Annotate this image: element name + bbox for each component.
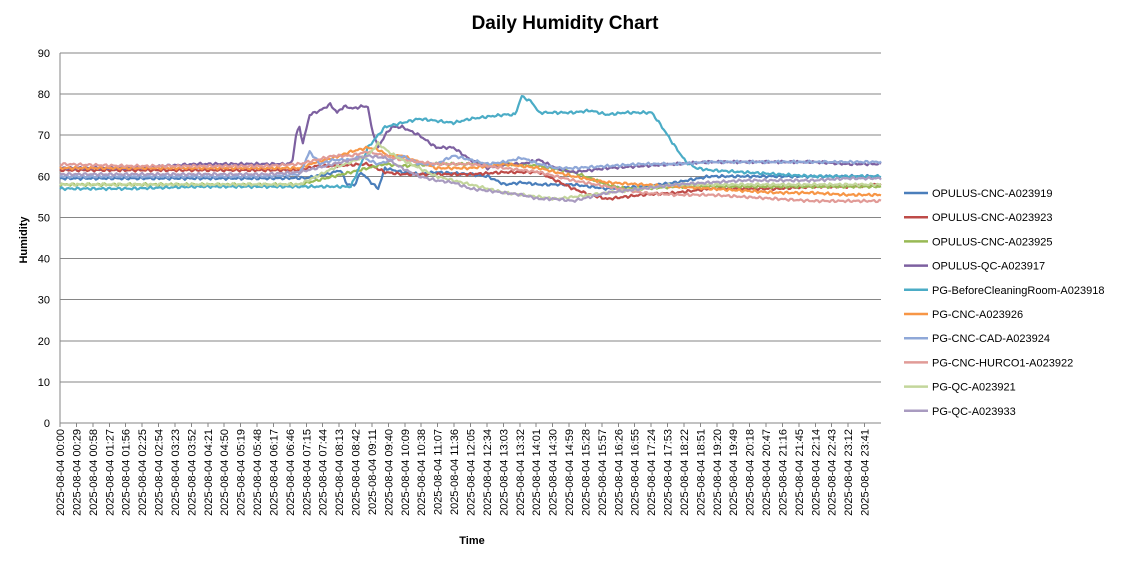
- y-tick-label: 60: [38, 171, 50, 183]
- y-tick-labels: 0 10 20 30 40 50 60 70 80 90: [38, 48, 50, 430]
- gridlines: [60, 52, 881, 424]
- y-tick-label: 50: [38, 212, 50, 224]
- x-tick-label: 2025-08-04 23:41: [860, 429, 872, 516]
- legend-entry: OPULUS-QC-A023917: [932, 261, 1045, 273]
- y-tick-label: 40: [38, 254, 50, 266]
- x-tick-label: 2025-08-04 06:17: [268, 429, 280, 516]
- x-tick-label: 2025-08-04 17:53: [663, 429, 675, 516]
- x-tick-label: 2025-08-04 04:50: [219, 429, 231, 516]
- x-tick-label: 2025-08-04 14:59: [564, 429, 576, 516]
- x-tick-label: 2025-08-04 15:28: [580, 429, 592, 516]
- y-tick-label: 70: [38, 130, 50, 142]
- x-tick-label: 2025-08-04 18:22: [679, 429, 691, 516]
- x-tick-labels: 2025-08-04 00:00 2025-08-04 00:29 2025-08-…: [55, 423, 872, 516]
- legend-entry: PG-CNC-HURCO1-A023922: [932, 357, 1073, 369]
- x-tick-label: 2025-08-04 13:03: [498, 429, 510, 516]
- x-tick-label: 2025-08-04 08:42: [351, 429, 363, 516]
- x-tick-label: 2025-08-04 22:14: [810, 429, 822, 516]
- x-tick-label: 2025-08-04 10:09: [400, 429, 412, 516]
- x-tick-label: 2025-08-04 15:57: [597, 429, 609, 516]
- x-tick-label: 2025-08-04 21:45: [794, 429, 806, 516]
- x-tick-label: 2025-08-04 06:46: [285, 429, 297, 516]
- legend-entry: PG-QC-A023933: [932, 406, 1016, 418]
- x-tick-label: 2025-08-04 00:00: [55, 429, 67, 516]
- x-tick-label: 2025-08-04 22:43: [827, 429, 839, 516]
- x-tick-label: 2025-08-04 11:36: [449, 429, 461, 515]
- chart-title: Daily Humidity Chart: [472, 13, 660, 34]
- series-line-pg-cnc-hurco1-a023922: [59, 150, 882, 204]
- y-axis-label: Humidity: [18, 216, 30, 264]
- x-axis-label: Time: [459, 535, 484, 547]
- x-tick-label: 2025-08-04 10:38: [416, 429, 428, 516]
- series-line-opulus-cnc-a023919: [59, 166, 882, 191]
- y-tick-label: 0: [44, 418, 50, 430]
- series-lines: [59, 94, 882, 204]
- x-tick-label: 2025-08-04 14:30: [548, 429, 560, 516]
- x-tick-label: 2025-08-04 02:54: [154, 429, 166, 516]
- legend-entry: PG-CNC-A023926: [932, 309, 1023, 321]
- x-tick-label: 2025-08-04 04:21: [203, 429, 215, 516]
- x-tick-label: 2025-08-04 00:29: [71, 429, 83, 516]
- x-tick-label: 2025-08-04 13:32: [515, 429, 527, 516]
- x-tick-label: 2025-08-04 03:23: [170, 429, 182, 516]
- series-line-pg-qc-a023933: [59, 154, 882, 203]
- x-tick-label: 2025-08-04 08:13: [334, 429, 346, 516]
- x-tick-label: 2025-08-04 09:40: [383, 429, 395, 516]
- x-tick-label: 2025-08-04 03:52: [186, 429, 198, 516]
- x-tick-label: 2025-08-04 07:44: [318, 429, 330, 516]
- x-tick-label: 2025-08-04 18:51: [695, 429, 707, 516]
- x-tick-label: 2025-08-04 19:49: [728, 429, 740, 516]
- x-tick-label: 2025-08-04 09:11: [367, 429, 379, 515]
- y-tick-label: 20: [38, 336, 50, 348]
- legend-entry: OPULUS-CNC-A023925: [932, 236, 1052, 248]
- x-tick-label: 2025-08-04 01:56: [121, 429, 133, 516]
- x-tick-label: 2025-08-04 14:01: [531, 429, 543, 516]
- x-tick-label: 2025-08-04 12:05: [466, 429, 478, 516]
- x-tick-label: 2025-08-04 20:18: [745, 429, 757, 516]
- x-tick-label: 2025-08-04 00:58: [88, 429, 100, 516]
- x-tick-label: 2025-08-04 19:20: [712, 429, 724, 516]
- legend: OPULUS-CNC-A023919 OPULUS-CNC-A023923 OPUL…: [904, 188, 1104, 418]
- x-tick-label: 2025-08-04 17:24: [646, 429, 658, 516]
- axes: [59, 53, 881, 424]
- x-tick-label: 2025-08-04 23:12: [843, 429, 855, 516]
- x-tick-label: 2025-08-04 16:55: [630, 429, 642, 516]
- x-tick-label: 2025-08-04 02:25: [137, 429, 149, 516]
- series-line-pg-beforecleaningroom-a023918: [59, 94, 882, 192]
- legend-entry: OPULUS-CNC-A023923: [932, 212, 1052, 224]
- legend-entry: PG-QC-A023921: [932, 382, 1016, 394]
- x-tick-label: 2025-08-04 20:47: [761, 429, 773, 516]
- x-tick-label: 2025-08-04 12:34: [482, 429, 494, 516]
- x-tick-label: 2025-08-04 07:15: [301, 429, 313, 516]
- x-tick-label: 2025-08-04 11:07: [433, 429, 445, 515]
- x-tick-label: 2025-08-04 01:27: [104, 429, 116, 516]
- x-tick-label: 2025-08-04 16:26: [613, 429, 625, 516]
- y-tick-label: 30: [38, 295, 50, 307]
- series-line-opulus-cnc-a023923: [59, 161, 882, 201]
- y-tick-label: 80: [38, 89, 50, 101]
- x-tick-label: 2025-08-04 05:48: [252, 429, 264, 516]
- series-line-pg-qc-a023921: [59, 140, 882, 201]
- legend-entry: PG-BeforeCleaningRoom-A023918: [932, 285, 1104, 297]
- legend-entry: PG-CNC-CAD-A023924: [932, 333, 1050, 345]
- x-tick-label: 2025-08-04 21:16: [777, 429, 789, 516]
- legend-entry: OPULUS-CNC-A023919: [932, 188, 1052, 200]
- y-tick-label: 10: [38, 377, 50, 389]
- y-tick-label: 90: [38, 48, 50, 60]
- x-tick-label: 2025-08-04 05:19: [236, 429, 248, 516]
